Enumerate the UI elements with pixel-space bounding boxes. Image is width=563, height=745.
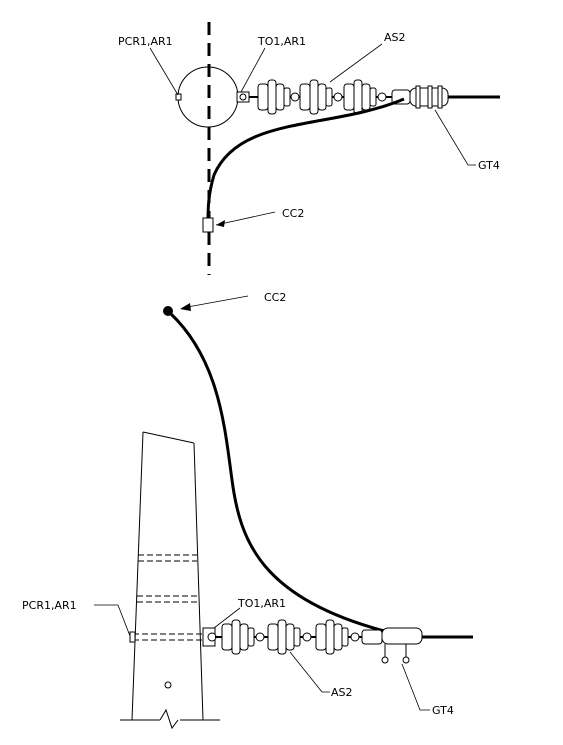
pole [120, 431, 220, 730]
bottom-as-label: AS2 [331, 686, 353, 699]
top-cc-label: CC2 [282, 207, 304, 220]
top-as-label: AS2 [384, 31, 406, 44]
bottom-elevation-view: CC2 [22, 291, 473, 730]
top-plan-view: PCR1,AR1 TO1,AR1 AS2 GT4 CC2 [118, 22, 500, 275]
top-gt-label: GT4 [478, 159, 500, 172]
bottom-pcr-label: PCR1,AR1 [22, 599, 77, 612]
bottom-dead-end-clamp [361, 627, 423, 664]
bottom-pcr-bolt [129, 631, 136, 643]
bottom-gt-label: GT4 [432, 704, 454, 717]
top-insulator-string [249, 79, 410, 115]
top-dead-end-clamp [391, 85, 449, 109]
bottom-cc-label: CC2 [264, 291, 286, 304]
top-pcr-label: PCR1,AR1 [118, 35, 173, 48]
bottom-to-label: TO1,AR1 [237, 597, 286, 610]
top-cc2-connector [202, 217, 214, 233]
bottom-insulator-string [215, 619, 380, 655]
top-pcr-bolt [175, 93, 182, 101]
bottom-jumper-cable [168, 311, 393, 635]
top-jumper-cable [206, 97, 405, 223]
top-to-label: TO1,AR1 [257, 35, 306, 48]
